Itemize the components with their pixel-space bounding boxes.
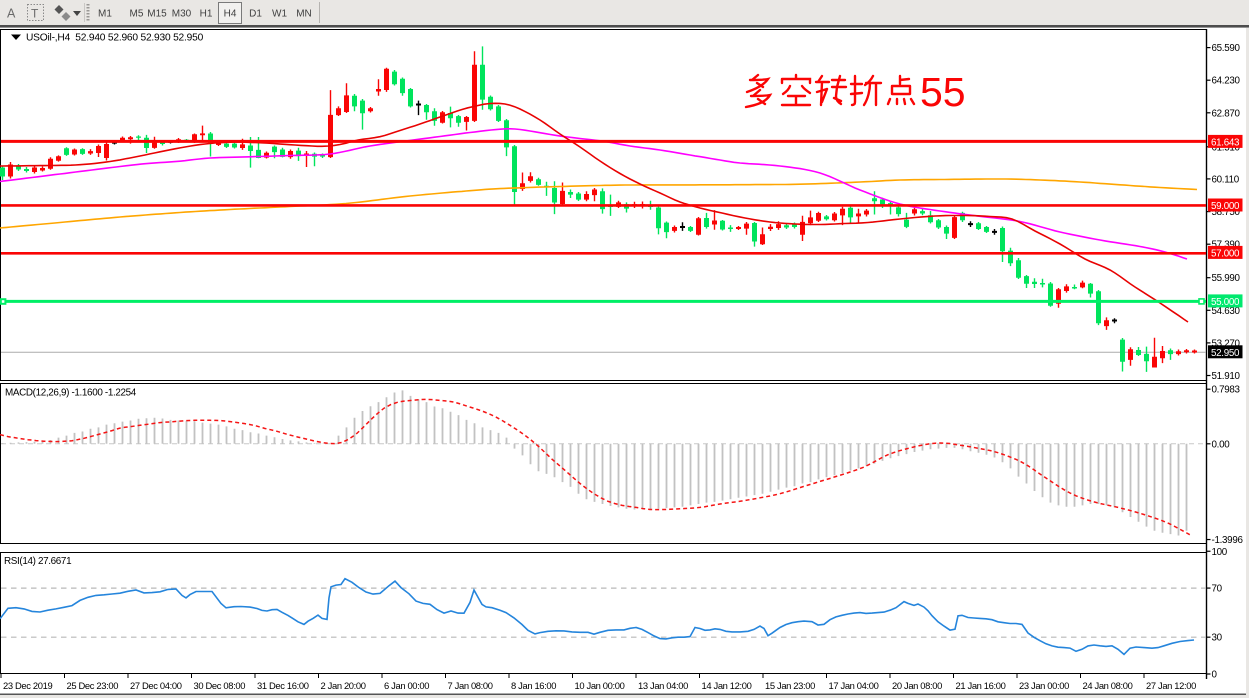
svg-text:A: A — [7, 7, 16, 21]
svg-text:24 Jan 08:00: 24 Jan 08:00 — [1083, 680, 1133, 691]
svg-text:31 Dec 16:00: 31 Dec 16:00 — [257, 680, 309, 691]
svg-text:10 Jan 00:00: 10 Jan 00:00 — [575, 680, 625, 691]
svg-text:23 Jan 00:00: 23 Jan 00:00 — [1019, 680, 1069, 691]
svg-text:6 Jan 00:00: 6 Jan 00:00 — [384, 680, 429, 691]
svg-text:59.000: 59.000 — [1211, 201, 1240, 212]
svg-text:55.990: 55.990 — [1212, 273, 1241, 284]
svg-text:21 Jan 16:00: 21 Jan 16:00 — [956, 680, 1006, 691]
svg-text:7 Jan 08:00: 7 Jan 08:00 — [448, 680, 493, 691]
svg-text:100: 100 — [1212, 547, 1228, 558]
svg-text:57.000: 57.000 — [1211, 248, 1240, 259]
svg-text:62.870: 62.870 — [1212, 108, 1241, 119]
svg-text:60.110: 60.110 — [1212, 174, 1240, 185]
svg-text:H1: H1 — [200, 9, 213, 20]
svg-text:54.630: 54.630 — [1212, 306, 1241, 317]
svg-text:27 Jan 12:00: 27 Jan 12:00 — [1146, 680, 1196, 691]
svg-text:23 Dec 2019: 23 Dec 2019 — [3, 680, 52, 691]
svg-text:53.270: 53.270 — [1212, 338, 1241, 349]
svg-text:T: T — [31, 7, 39, 21]
svg-text:H4: H4 — [224, 9, 237, 20]
svg-text:13 Jan 04:00: 13 Jan 04:00 — [638, 680, 688, 691]
svg-text:M5: M5 — [130, 9, 144, 20]
svg-text:0: 0 — [1212, 670, 1218, 681]
svg-text:70: 70 — [1212, 584, 1223, 595]
svg-text:15 Jan 23:00: 15 Jan 23:00 — [765, 680, 815, 691]
svg-text:27 Dec 04:00: 27 Dec 04:00 — [130, 680, 182, 691]
svg-text:8 Jan 16:00: 8 Jan 16:00 — [511, 680, 556, 691]
svg-text:61.643: 61.643 — [1211, 137, 1240, 148]
svg-text:USOil-,H4 52.940 52.960 52.93: USOil-,H4 52.940 52.960 52.930 52.950 — [26, 33, 204, 44]
svg-text:51.910: 51.910 — [1212, 371, 1241, 382]
svg-text:58.750: 58.750 — [1212, 207, 1241, 218]
svg-text:RSI(14) 27.6671: RSI(14) 27.6671 — [4, 556, 72, 567]
svg-text:17 Jan 04:00: 17 Jan 04:00 — [829, 680, 879, 691]
svg-text:52.950: 52.950 — [1211, 348, 1240, 359]
svg-text:14 Jan 12:00: 14 Jan 12:00 — [702, 680, 752, 691]
svg-text:D1: D1 — [249, 9, 262, 20]
svg-text:55.000: 55.000 — [1211, 297, 1240, 308]
svg-text:30 Dec 08:00: 30 Dec 08:00 — [194, 680, 246, 691]
svg-text:-1.3996: -1.3996 — [1212, 535, 1244, 546]
svg-text:M30: M30 — [172, 9, 192, 20]
svg-text:65.590: 65.590 — [1212, 43, 1241, 54]
svg-text:MACD(12,26,9) -1.1600 -1.2254: MACD(12,26,9) -1.1600 -1.2254 — [5, 388, 137, 399]
svg-text:20 Jan 08:00: 20 Jan 08:00 — [892, 680, 942, 691]
svg-text:2 Jan 20:00: 2 Jan 20:00 — [321, 680, 366, 691]
svg-text:M15: M15 — [147, 9, 167, 20]
svg-text:57.390: 57.390 — [1212, 240, 1241, 251]
svg-text:MN: MN — [296, 9, 312, 20]
svg-text:30: 30 — [1212, 633, 1223, 644]
svg-text:W1: W1 — [272, 9, 287, 20]
svg-text:0.7983: 0.7983 — [1212, 385, 1241, 396]
svg-text:0.00: 0.00 — [1212, 439, 1231, 450]
svg-text:55: 55 — [920, 69, 966, 115]
svg-text:64.230: 64.230 — [1212, 76, 1241, 87]
svg-text:25 Dec 23:00: 25 Dec 23:00 — [67, 680, 119, 691]
svg-text:M1: M1 — [98, 9, 112, 20]
